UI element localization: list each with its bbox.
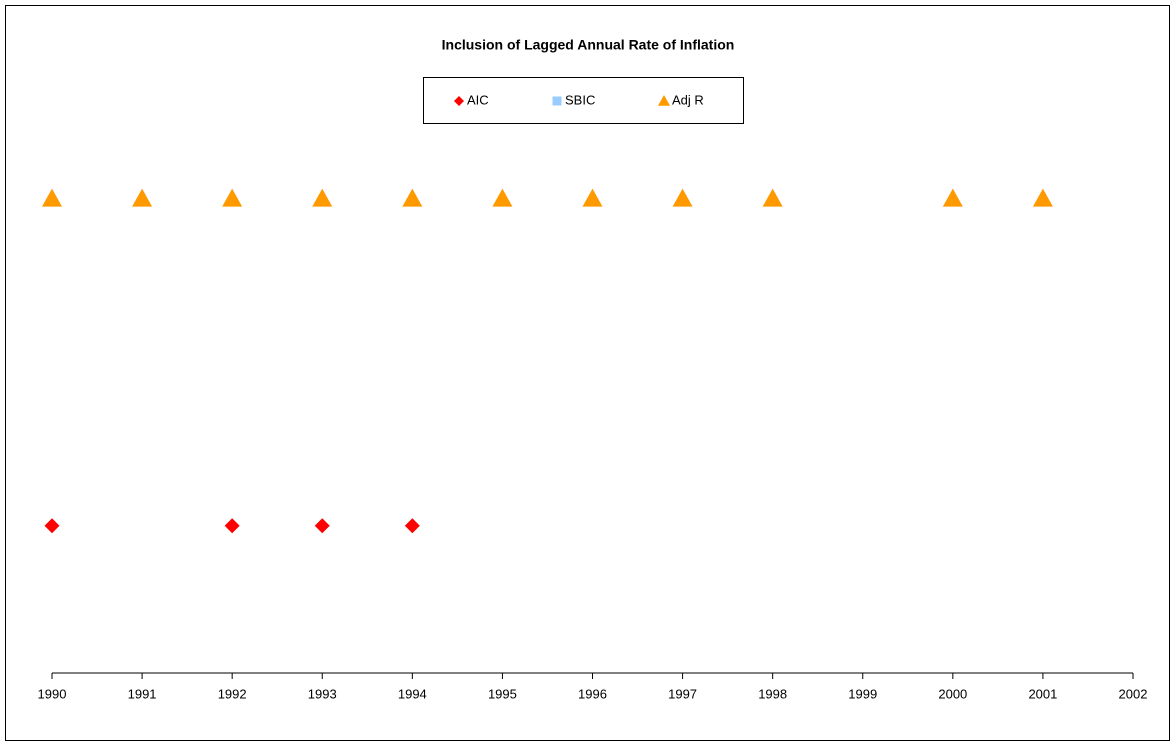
- point: [314, 518, 330, 534]
- legend-label: AIC: [467, 92, 489, 107]
- x-tick-label: 1991: [128, 686, 157, 701]
- x-tick-label: 1993: [308, 686, 337, 701]
- legend-marker: [454, 96, 464, 106]
- legend-marker: [658, 95, 670, 106]
- point: [222, 188, 243, 207]
- point: [224, 518, 240, 534]
- point: [42, 188, 62, 207]
- legend-box: [423, 77, 744, 124]
- chart-border: [5, 5, 1170, 741]
- x-tick-label: 1998: [758, 686, 787, 701]
- point: [582, 188, 603, 207]
- point: [404, 518, 420, 534]
- x-tick-label: 2002: [1119, 686, 1148, 701]
- chart-title: Inclusion of Lagged Annual Rate of Infla…: [442, 37, 735, 53]
- point: [44, 518, 60, 534]
- point: [492, 188, 513, 207]
- x-tick-label: 1995: [488, 686, 517, 701]
- point: [132, 188, 153, 207]
- x-tick-label: 2001: [1028, 686, 1057, 701]
- point: [1032, 188, 1053, 207]
- point: [402, 188, 423, 207]
- x-tick-label: 1990: [38, 686, 67, 701]
- point: [312, 188, 333, 207]
- x-tick-label: 1992: [218, 686, 247, 701]
- x-tick-label: 1999: [848, 686, 877, 701]
- legend-label: SBIC: [565, 92, 595, 107]
- x-tick-label: 1996: [578, 686, 607, 701]
- point: [762, 188, 783, 207]
- x-tick-label: 1994: [398, 686, 427, 701]
- point: [672, 188, 693, 207]
- legend-label: Adj R: [672, 92, 704, 107]
- legend-marker: [552, 96, 562, 106]
- point: [942, 188, 963, 207]
- x-tick-label: 2000: [938, 686, 967, 701]
- x-tick-label: 1997: [668, 686, 697, 701]
